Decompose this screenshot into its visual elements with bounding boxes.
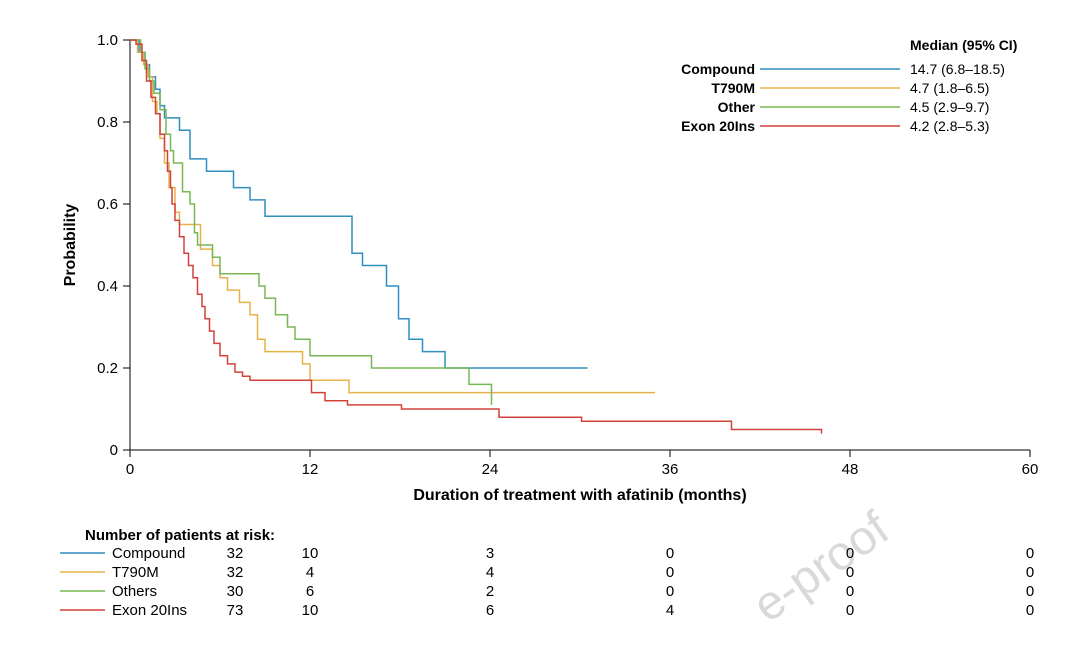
x-tick-label: 12: [302, 461, 319, 478]
risk-value: 4: [486, 564, 494, 581]
y-tick-label: 0.4: [97, 278, 118, 295]
risk-value: 0: [1026, 564, 1034, 581]
legend-median: 4.2 (2.8–5.3): [910, 118, 989, 134]
risk-value: 0: [666, 545, 674, 562]
risk-value: 30: [227, 583, 244, 600]
legend-header: Median (95% CI): [910, 37, 1017, 53]
x-tick-label: 60: [1022, 461, 1039, 478]
legend-median: 14.7 (6.8–18.5): [910, 61, 1005, 77]
y-tick-label: 0.6: [97, 196, 118, 213]
risk-table-header: Number of patients at risk:: [85, 527, 275, 544]
risk-value: 4: [306, 564, 314, 581]
risk-value: 0: [1026, 602, 1034, 619]
risk-row-label: Others: [112, 583, 157, 600]
risk-row-label: Compound: [112, 545, 185, 562]
risk-value: 0: [846, 602, 854, 619]
legend-label: Other: [718, 99, 756, 115]
risk-value: 0: [1026, 545, 1034, 562]
y-tick-label: 0.2: [97, 360, 118, 377]
risk-value: 0: [846, 564, 854, 581]
x-tick-label: 36: [662, 461, 679, 478]
series-compound: [130, 40, 588, 368]
risk-value: 0: [846, 545, 854, 562]
risk-value: 0: [1026, 583, 1034, 600]
series-t790m: [130, 40, 655, 393]
legend-label: Exon 20Ins: [681, 118, 755, 134]
x-tick-label: 0: [126, 461, 134, 478]
x-tick-label: 24: [482, 461, 499, 478]
risk-value: 4: [666, 602, 674, 619]
x-tick-label: 48: [842, 461, 859, 478]
risk-row-label: T790M: [112, 564, 159, 581]
risk-value: 73: [227, 602, 244, 619]
x-axis-title: Duration of treatment with afatinib (mon…: [413, 487, 746, 504]
risk-value: 0: [666, 564, 674, 581]
risk-value: 0: [846, 583, 854, 600]
risk-value: 32: [227, 545, 244, 562]
series-other: [130, 40, 492, 405]
y-tick-label: 0: [110, 442, 118, 459]
y-tick-label: 1.0: [97, 32, 118, 49]
km-chart: e-proof00.20.40.60.81.001224364860Durati…: [0, 0, 1080, 654]
legend-median: 4.5 (2.9–9.7): [910, 99, 989, 115]
risk-value: 0: [666, 583, 674, 600]
risk-row-label: Exon 20Ins: [112, 602, 187, 619]
risk-value: 2: [486, 583, 494, 600]
risk-value: 3: [486, 545, 494, 562]
risk-value: 6: [306, 583, 314, 600]
legend-label: Compound: [681, 61, 755, 77]
risk-value: 10: [302, 545, 319, 562]
risk-value: 6: [486, 602, 494, 619]
risk-value: 10: [302, 602, 319, 619]
watermark-text: e-proof: [744, 502, 900, 633]
legend-label: T790M: [711, 80, 755, 96]
legend-median: 4.7 (1.8–6.5): [910, 80, 989, 96]
y-axis-title: Probability: [62, 204, 79, 287]
y-tick-label: 0.8: [97, 114, 118, 131]
risk-value: 32: [227, 564, 244, 581]
